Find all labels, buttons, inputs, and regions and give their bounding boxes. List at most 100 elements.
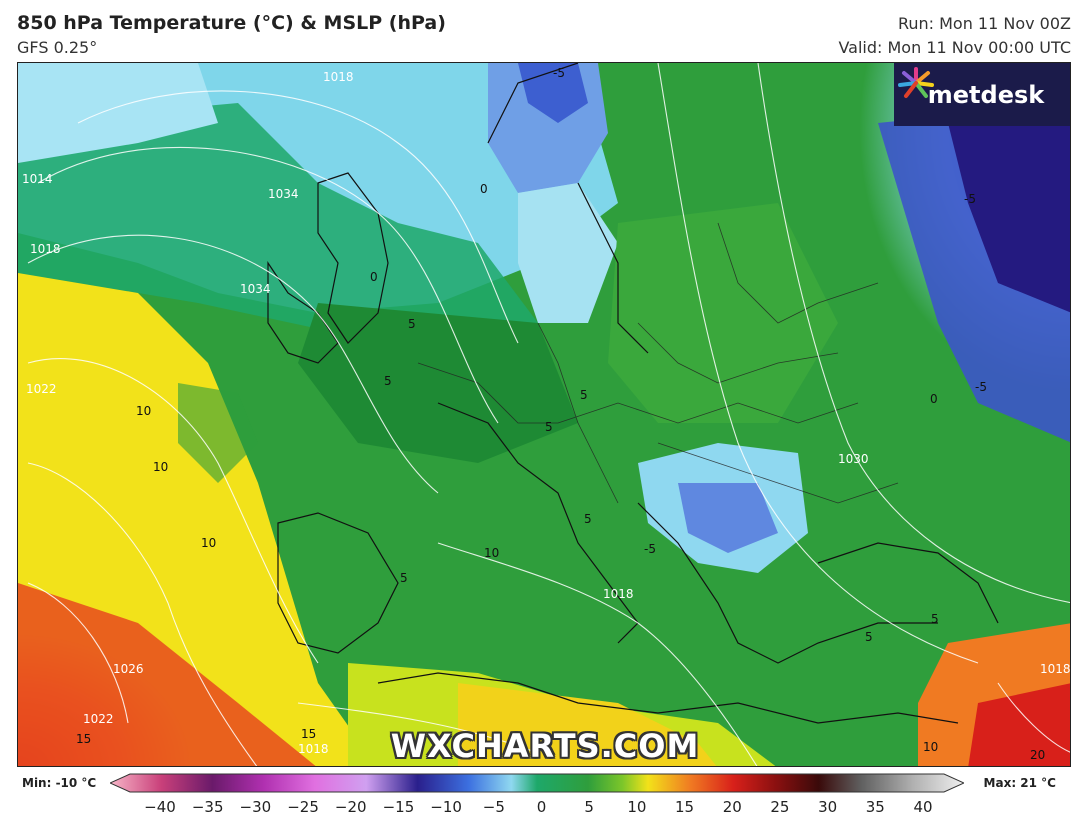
isobar-label: 1022	[26, 382, 57, 396]
min-temperature: Min: -10 °C	[22, 776, 97, 790]
temperature-label: 10	[484, 546, 499, 560]
scale-tick-label: −25	[287, 798, 319, 816]
warm-region-poland	[608, 203, 838, 423]
isobar-1	[77, 90, 519, 344]
coast-italy	[437, 402, 639, 644]
green-tongue-atlantic	[178, 383, 258, 483]
isobar-label: 1030	[838, 452, 869, 466]
isobar-label: 1022	[83, 712, 114, 726]
watermark: WXCHARTS.COM	[390, 727, 700, 765]
green-region-france	[298, 303, 578, 463]
isobar-8	[757, 63, 1070, 604]
coastlines	[267, 63, 999, 724]
run-time: Run: Mon 11 Nov 00Z	[897, 14, 1071, 33]
coast-scandinavia	[487, 63, 649, 354]
isobars	[27, 63, 1070, 766]
hot-region-middle-east	[968, 683, 1070, 766]
hot-region-sahara	[458, 683, 717, 766]
isobar-6	[27, 582, 129, 724]
border-line-1	[417, 362, 859, 424]
scale-tick-label: 5	[584, 798, 594, 816]
temperature-label: 5	[584, 512, 592, 526]
logo-wordmark: metdesk	[927, 80, 1045, 109]
temperature-label: 20	[1030, 748, 1045, 762]
max-temperature: Max: 21 °C	[983, 776, 1056, 790]
isobar-label: 1034	[240, 282, 271, 296]
isobar-label: 1018	[1040, 662, 1071, 676]
temperature-label-group: -5 0 0 5 5 5 5 -5 10 10 10 10 5 5 5 -5 5…	[76, 66, 1045, 762]
sunburst-icon	[898, 67, 934, 98]
color-scale: Min: -10 °C	[0, 768, 1088, 833]
temperature-label: 15	[301, 727, 316, 741]
isobar-label: 1026	[113, 662, 144, 676]
temperature-label: 10	[153, 460, 168, 474]
temperature-label: 0	[930, 392, 938, 406]
isobar-5	[27, 462, 258, 766]
temperature-label: 0	[480, 182, 488, 196]
coast-balkans	[637, 502, 938, 664]
scale-tick-label: −10	[430, 798, 462, 816]
scale-tick-label: −40	[144, 798, 176, 816]
chart-title: 850 hPa Temperature (°C) & MSLP (hPa)	[17, 12, 446, 34]
isobar-10	[297, 702, 539, 754]
temperature-label: 5	[865, 630, 873, 644]
model-label: GFS 0.25°	[17, 38, 98, 57]
isobar-label: 1018	[603, 587, 634, 601]
metdesk-logo: metdesk	[894, 63, 1070, 126]
border-line-2	[537, 322, 619, 504]
isobar-label-group: 1018 1034 1034 1014 1018 1022 1026 1022 …	[22, 70, 1071, 756]
scale-tick-label: −30	[239, 798, 272, 816]
valid-time: Valid: Mon 11 Nov 00:00 UTC	[838, 38, 1071, 57]
isobar-2	[37, 146, 499, 424]
coast-iberia	[277, 512, 399, 654]
temperature-label: 5	[545, 420, 553, 434]
scale-tick-label: −20	[334, 798, 367, 816]
deep-cold-russia	[948, 123, 1070, 313]
isobar-4	[27, 358, 319, 664]
temperature-label: -5	[975, 380, 987, 394]
temperature-label: 10	[201, 536, 216, 550]
map-canvas: 1018 1034 1034 1014 1018 1022 1026 1022 …	[18, 63, 1071, 766]
temperature-label: 5	[580, 388, 588, 402]
border-line-5	[657, 442, 899, 504]
isobar-7	[657, 63, 979, 664]
chart-header: 850 hPa Temperature (°C) & MSLP (hPa) GF…	[0, 0, 1088, 62]
hot-region-subtropics	[18, 583, 316, 766]
temperature-label: 5	[408, 317, 416, 331]
coast-britain	[317, 172, 389, 344]
temperature-label: 0	[370, 270, 378, 284]
mild-region-northwest	[18, 103, 538, 343]
temperature-label: 10	[136, 404, 151, 418]
cold-region-balkans	[678, 483, 778, 553]
scale-tick-label: 40	[913, 798, 933, 816]
country-borders	[417, 222, 899, 504]
temperature-label: 10	[923, 740, 938, 754]
scale-tick-label: 20	[722, 798, 742, 816]
isobar-label: 1034	[268, 187, 299, 201]
isobar-label: 1014	[22, 172, 53, 186]
isobar-9	[437, 542, 758, 766]
scale-tick-label: 10	[627, 798, 647, 816]
scale-ticks: −40 −35 −30 −25 −20 −15 −10 −5 0 5 10 15 20 25 30 35 40	[0, 798, 1088, 818]
temperature-label: 5	[931, 612, 939, 626]
scale-tick-label: 35	[865, 798, 885, 816]
temperature-label: -5	[964, 192, 976, 206]
scale-tick-label: −35	[191, 798, 224, 816]
very-cold-scandinavia	[518, 63, 588, 123]
cool-region-atlantic	[18, 63, 218, 163]
scale-tick-label: −15	[382, 798, 415, 816]
isobar-label: 1018	[30, 242, 61, 256]
temperature-label: 5	[384, 374, 392, 388]
scale-tick-label: 0	[536, 798, 547, 816]
border-line-3	[637, 322, 839, 384]
color-bar	[110, 773, 964, 793]
coast-ireland	[267, 261, 339, 364]
scale-tick-label: −5	[482, 798, 505, 816]
scale-tick-label: 30	[818, 798, 838, 816]
weather-map: 1018 1034 1034 1014 1018 1022 1026 1022 …	[17, 62, 1071, 767]
border-line-4	[717, 222, 879, 324]
temperature-label: -5	[644, 542, 656, 556]
temperature-label: 5	[400, 571, 408, 585]
isobar-11	[997, 682, 1070, 753]
scale-tick-label: 25	[770, 798, 790, 816]
